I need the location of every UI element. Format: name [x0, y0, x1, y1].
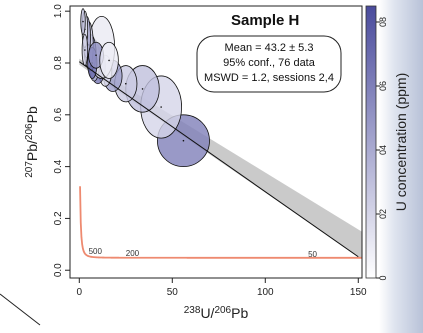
data-point-1 [160, 106, 162, 108]
x-label-main2: Pb [231, 305, 248, 321]
colorbar-tick-label-0: 0 [378, 275, 388, 280]
stats-conf: 95% conf., 76 data [223, 57, 316, 69]
y-tick-label-0: 0.0 [53, 263, 64, 277]
stats-mean: Mean = 43.2 ± 5.3 [225, 42, 314, 54]
y-label-main2: Pb [24, 106, 40, 123]
stats-mswd: MSWD = 1.2, sessions 2,4 [204, 72, 334, 84]
chart-title: Sample H [231, 12, 299, 29]
background-gradient [379, 0, 423, 333]
y-tick-label-4: 0.8 [53, 56, 64, 70]
data-point-16 [95, 54, 97, 57]
y-tick-label-5: 1.0 [53, 4, 64, 18]
x-tick-label-1: 50 [167, 287, 179, 298]
x-tick-label-0: 0 [77, 287, 83, 298]
y-label-sup: 207 [24, 161, 35, 178]
data-point-15 [84, 49, 86, 51]
decorative-stroke [0, 293, 41, 326]
y-tick-label-3: 0.6 [53, 107, 64, 121]
data-point-2 [141, 88, 144, 90]
concordia-age-label-2: 50 [308, 250, 317, 259]
data-point-14 [82, 20, 84, 23]
data-point-3 [124, 82, 127, 85]
y-axis-label: 207Pb/206Pb [24, 106, 40, 178]
concordia-age-label-0: 500 [89, 247, 103, 256]
stats-box [196, 35, 342, 93]
data-point-17 [108, 59, 110, 62]
colorbar-tick-label-4: 08 [378, 17, 388, 27]
y-label-main: Pb/ [24, 140, 40, 161]
plot-frame [69, 5, 363, 279]
data-point-0 [182, 139, 185, 142]
y-tick-label-2: 0.4 [53, 159, 64, 173]
x-label-sup2: 206 [214, 305, 231, 316]
concordia-curve [79, 186, 362, 259]
colorbar-tick-label-3: 06 [378, 81, 388, 91]
discordia-line [79, 61, 359, 258]
x-tick-label-3: 150 [350, 287, 367, 298]
x-label-main: U/ [200, 305, 214, 321]
colorbar-tick-label-2: 04 [378, 145, 388, 155]
x-tick-label-2: 100 [257, 287, 274, 298]
x-label-sup: 238 [184, 305, 201, 316]
x-axis-label: 238U/206Pb [184, 305, 249, 321]
concordia-age-label-1: 200 [126, 249, 140, 258]
colorbar-label: U concentration (ppm) [393, 73, 409, 212]
colorbar-tick-label-1: 02 [378, 209, 388, 219]
y-tick-label-1: 0.2 [53, 211, 64, 225]
y-label-sup2: 206 [24, 123, 35, 140]
colorbar [365, 5, 377, 279]
